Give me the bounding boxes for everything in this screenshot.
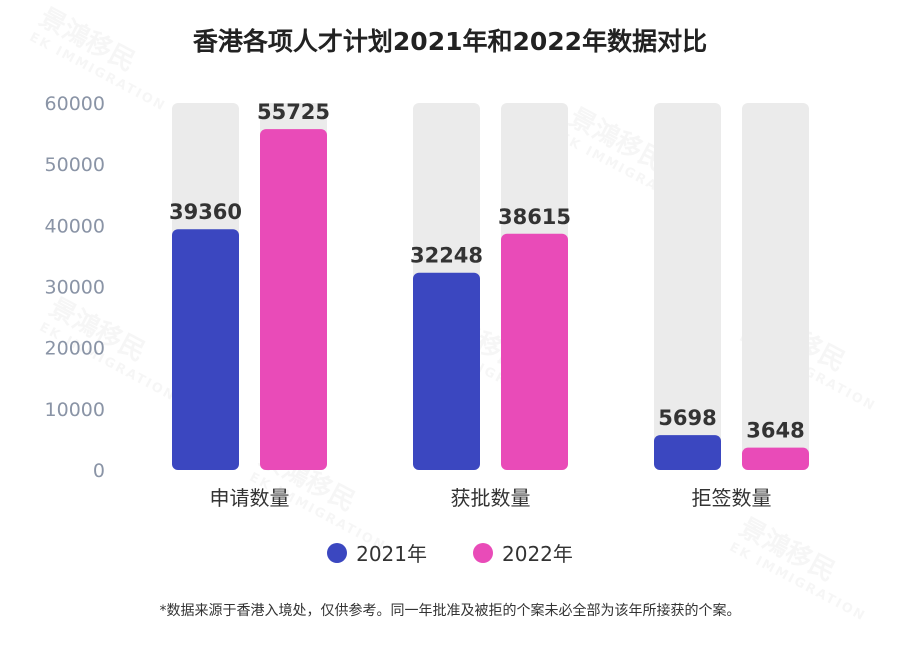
legend: 2021年 2022年: [0, 538, 900, 567]
legend-dot-2021: [327, 542, 348, 563]
x-tick-label: 拒签数量: [692, 486, 772, 510]
y-tick-label: 30000: [45, 277, 105, 299]
data-label: 55725: [257, 100, 330, 124]
data-label: 38615: [498, 205, 571, 229]
y-tick-label: 50000: [45, 154, 105, 176]
y-tick-label: 10000: [45, 399, 105, 421]
y-tick-label: 0: [93, 460, 105, 482]
data-label: 5698: [658, 406, 716, 430]
data-label: 39360: [169, 200, 242, 224]
data-label: 3648: [746, 419, 804, 443]
footnote: *数据来源于香港入境处，仅供参考。同一年批准及被拒的个案未必全部为该年所接获的个…: [159, 603, 741, 619]
legend-dot-2022: [473, 542, 493, 563]
y-tick-label: 20000: [45, 338, 105, 360]
y-tick-label: 60000: [45, 93, 105, 115]
chart-title: 香港各项人才计划2021年和2022年数据对比: [192, 27, 708, 56]
bar-2021年-拒签数量: [654, 435, 721, 470]
data-label: 32248: [410, 244, 483, 268]
bar-2022年-申请数量: [260, 129, 327, 470]
x-tick-label: 申请数量: [210, 486, 290, 510]
bar-2022年-获批数量: [501, 233, 568, 470]
y-tick-label: 40000: [45, 215, 105, 237]
legend-item-2021: 2021年: [327, 538, 427, 567]
bar-2021年-获批数量: [413, 272, 480, 470]
bar-track: [742, 103, 809, 470]
legend-item-2022: 2022年: [473, 538, 573, 567]
bar-2021年-申请数量: [172, 229, 239, 470]
legend-label-2022: 2022年: [502, 542, 573, 566]
legend-label-2021: 2021年: [356, 542, 427, 566]
bar-2022年-拒签数量: [742, 447, 809, 470]
x-tick-label: 获批数量: [451, 486, 531, 510]
bar-track: [654, 103, 721, 470]
